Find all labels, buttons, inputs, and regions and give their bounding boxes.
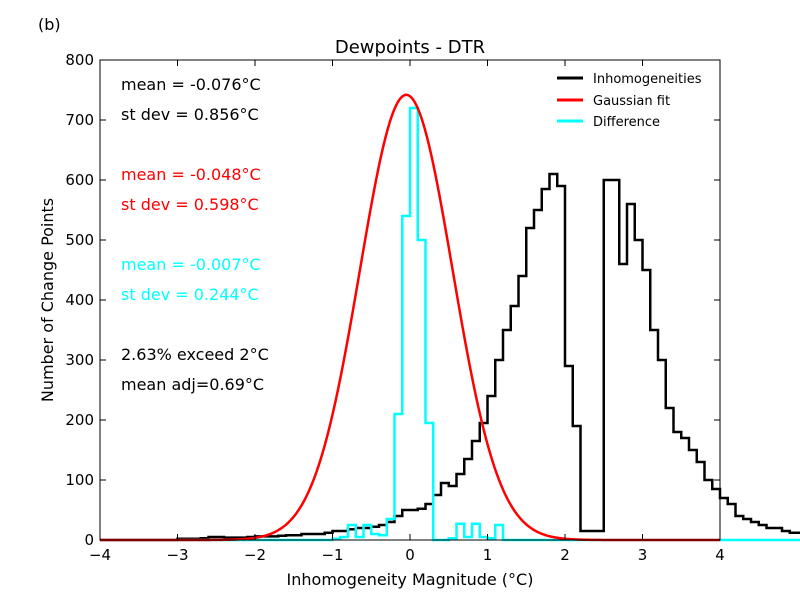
plot-area: −4 −3 −2 −1 0 1 2 3 4 0 100 200 300 400 500 600 700 800 me… xyxy=(65,51,800,564)
stats-annotation: st dev = 0.856°C xyxy=(121,105,259,124)
x-tick-label: −1 xyxy=(321,546,343,564)
x-tick-label: 1 xyxy=(483,546,493,564)
legend-label: Difference xyxy=(593,115,660,130)
stats-annotation: mean = -0.007°C xyxy=(121,255,261,274)
y-tick-label: 300 xyxy=(65,351,94,369)
legend-label: Inhomogeneities xyxy=(593,72,702,87)
y-tick-label: 600 xyxy=(65,171,94,189)
panel-label: (b) xyxy=(38,15,61,34)
x-tick-label: −2 xyxy=(244,546,266,564)
y-tick-label: 700 xyxy=(65,111,94,129)
y-tick-label: 0 xyxy=(84,531,94,549)
y-tick-label: 100 xyxy=(65,471,94,489)
x-tick-label: −4 xyxy=(89,546,111,564)
y-tick-label: 400 xyxy=(65,291,94,309)
stats-annotation: st dev = 0.598°C xyxy=(121,195,259,214)
x-tick-label: −3 xyxy=(166,546,188,564)
stats-annotation: mean = -0.076°C xyxy=(121,75,261,94)
chart-title: Dewpoints - DTR xyxy=(335,37,485,58)
legend: Inhomogeneities Gaussian fit Difference xyxy=(557,72,702,130)
x-tick-label: 0 xyxy=(405,546,415,564)
stats-annotation: 2.63% exceed 2°C xyxy=(121,345,269,364)
legend-label: Gaussian fit xyxy=(593,94,670,109)
x-tick-label: 4 xyxy=(715,546,725,564)
y-tick-label: 500 xyxy=(65,231,94,249)
series-inhomogeneities xyxy=(100,172,800,542)
x-tick-label: 2 xyxy=(560,546,570,564)
stats-annotation: mean = -0.048°C xyxy=(121,165,261,184)
y-tick-label: 200 xyxy=(65,411,94,429)
y-axis-label: Number of Change Points xyxy=(38,198,57,402)
y-tick-label: 800 xyxy=(65,51,94,69)
stats-annotation: mean adj=0.69°C xyxy=(121,375,264,394)
stats-annotation: st dev = 0.244°C xyxy=(121,285,259,304)
x-tick-label: 3 xyxy=(638,546,648,564)
x-axis-label: Inhomogeneity Magnitude (°C) xyxy=(287,570,534,589)
